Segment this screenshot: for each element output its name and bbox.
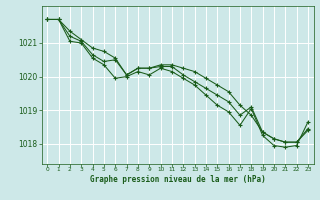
X-axis label: Graphe pression niveau de la mer (hPa): Graphe pression niveau de la mer (hPa)	[90, 175, 266, 184]
